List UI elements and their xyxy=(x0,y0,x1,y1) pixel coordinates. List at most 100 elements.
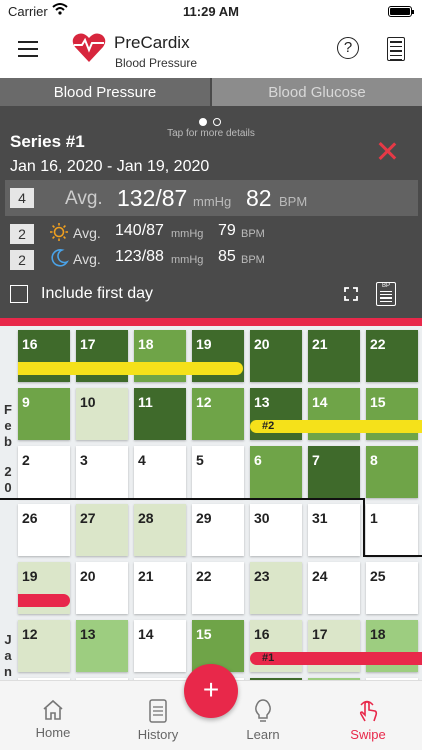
day-number: 19 xyxy=(22,568,38,584)
day-number: 14 xyxy=(138,626,154,642)
calendar-day-cell[interactable]: 7 xyxy=(308,446,360,498)
bp-report-icon[interactable]: BP xyxy=(376,282,396,306)
nav-swipe[interactable]: Swipe xyxy=(328,699,408,742)
date-range: Jan 16, 2020 - Jan 19, 2020 xyxy=(10,158,210,175)
series-label: #1 xyxy=(262,652,275,664)
calendar-day-cell[interactable]: 29 xyxy=(192,504,244,556)
calendar-day-cell[interactable]: 11 xyxy=(366,678,418,680)
day-average-row: 2 Avg. 140/87 mmHg 79 BPM xyxy=(5,220,418,246)
calendar-day-cell[interactable]: 12 xyxy=(192,388,244,440)
day-number: 16 xyxy=(22,336,38,352)
calendar-day-cell[interactable]: 10 xyxy=(308,678,360,680)
month-letter: a xyxy=(4,648,12,663)
calendar-day-cell[interactable]: 26 xyxy=(18,504,70,556)
month-boundary xyxy=(0,498,364,500)
calendar-day-cell[interactable]: 11 xyxy=(134,388,186,440)
app-subtitle: Blood Pressure xyxy=(115,56,198,70)
app-title: PreCardix xyxy=(114,33,190,52)
status-bar: Carrier 11:29 AM xyxy=(0,0,422,24)
calendar-day-cell[interactable]: 12 xyxy=(18,620,70,672)
year-digit: 2 xyxy=(4,464,12,479)
nav-history[interactable]: History xyxy=(118,699,198,742)
calendar-day-cell[interactable]: 5 xyxy=(192,446,244,498)
calendar-day-cell[interactable]: 7 xyxy=(134,678,186,680)
avg-label: Avg. xyxy=(73,251,101,267)
wifi-icon xyxy=(52,3,68,15)
calendar-day-cell[interactable]: 9 xyxy=(250,678,302,680)
avg-pulse: 79 xyxy=(218,222,236,239)
month-letter: F xyxy=(4,402,12,417)
history-icon xyxy=(149,699,167,723)
calendar-day-cell[interactable]: 22 xyxy=(192,562,244,614)
tab-blood-glucose[interactable]: Blood Glucose xyxy=(212,78,422,106)
calendar-day-cell[interactable]: 4 xyxy=(134,446,186,498)
calendar-day-cell[interactable]: 3 xyxy=(76,446,128,498)
calendar-day-cell[interactable]: 8 xyxy=(366,446,418,498)
calendar-day-cell[interactable]: 25 xyxy=(366,562,418,614)
summary-panel[interactable]: Blood Pressure Blood Glucose Tap for mor… xyxy=(0,78,422,318)
series-band-1b: #1 xyxy=(250,652,422,665)
calendar-day-cell[interactable]: 5 xyxy=(18,678,70,680)
calendar-day-cell[interactable]: 6 xyxy=(76,678,128,680)
app-bar: PreCardix Blood Pressure ? xyxy=(0,24,422,78)
day-number: 6 xyxy=(254,452,262,468)
day-number: 2 xyxy=(22,452,30,468)
nav-home[interactable]: Home xyxy=(13,699,93,740)
calendar-day-cell[interactable]: 21 xyxy=(134,562,186,614)
add-reading-button[interactable]: + xyxy=(184,664,238,718)
avg-pressure: 123/88 xyxy=(115,248,164,265)
page-dot-active xyxy=(199,118,207,126)
month-letter: n xyxy=(4,664,12,679)
day-number: 19 xyxy=(196,336,212,352)
include-first-day-checkbox[interactable] xyxy=(10,285,28,303)
pulse-unit: BPM xyxy=(241,228,265,240)
calendar-day-cell[interactable]: 13 xyxy=(76,620,128,672)
calendar-day-cell[interactable]: 1 xyxy=(366,504,418,556)
day-number: 10 xyxy=(80,394,96,410)
month-boundary xyxy=(363,555,422,557)
calendar-day-cell[interactable]: 23 xyxy=(250,562,302,614)
day-number: 22 xyxy=(196,568,212,584)
help-icon[interactable]: ? xyxy=(337,37,359,59)
heart-logo-icon xyxy=(72,33,106,62)
day-number: 14 xyxy=(312,394,328,410)
calendar-day-cell[interactable]: 27 xyxy=(76,504,128,556)
day-number: 7 xyxy=(312,452,320,468)
calendar-day-cell[interactable]: 20 xyxy=(250,330,302,382)
close-icon[interactable] xyxy=(378,142,396,160)
report-icon[interactable] xyxy=(387,37,405,61)
calendar-day-cell[interactable]: 24 xyxy=(308,562,360,614)
day-number: 17 xyxy=(312,626,328,642)
day-number: 21 xyxy=(312,336,328,352)
calendar-day-cell[interactable]: 10 xyxy=(76,388,128,440)
calendar-day-cell[interactable]: 21 xyxy=(308,330,360,382)
day-number: 24 xyxy=(312,568,328,584)
calendar-day-cell[interactable]: 2 xyxy=(18,446,70,498)
day-number: 13 xyxy=(254,394,270,410)
day-number: 3 xyxy=(80,452,88,468)
calendar-day-cell[interactable]: 15 xyxy=(192,620,244,672)
calendar-day-cell[interactable]: 20 xyxy=(76,562,128,614)
month-letter: b xyxy=(4,434,12,449)
calendar-day-cell[interactable]: 31 xyxy=(308,504,360,556)
day-number: 11 xyxy=(138,394,153,410)
reading-count: 2 xyxy=(10,224,34,244)
calendar-day-cell[interactable]: 14 xyxy=(134,620,186,672)
hamburger-menu-icon[interactable] xyxy=(18,41,38,57)
calendar-day-cell[interactable]: 30 xyxy=(250,504,302,556)
include-first-day-label[interactable]: Include first day xyxy=(41,285,154,302)
sun-icon xyxy=(50,223,68,241)
expand-icon[interactable] xyxy=(344,287,358,301)
tab-blood-pressure[interactable]: Blood Pressure xyxy=(0,78,210,106)
avg-pulse: 85 xyxy=(218,248,236,265)
calendar-day-cell[interactable]: 6 xyxy=(250,446,302,498)
series-label: #2 xyxy=(262,420,275,432)
calendar-day-cell[interactable]: 28 xyxy=(134,504,186,556)
tap-hint: Tap for more details xyxy=(167,128,255,139)
calendar-day-cell[interactable]: 9 xyxy=(18,388,70,440)
day-number: 20 xyxy=(254,336,270,352)
calendar-day-cell[interactable]: 22 xyxy=(366,330,418,382)
nav-learn[interactable]: Learn xyxy=(223,699,303,742)
